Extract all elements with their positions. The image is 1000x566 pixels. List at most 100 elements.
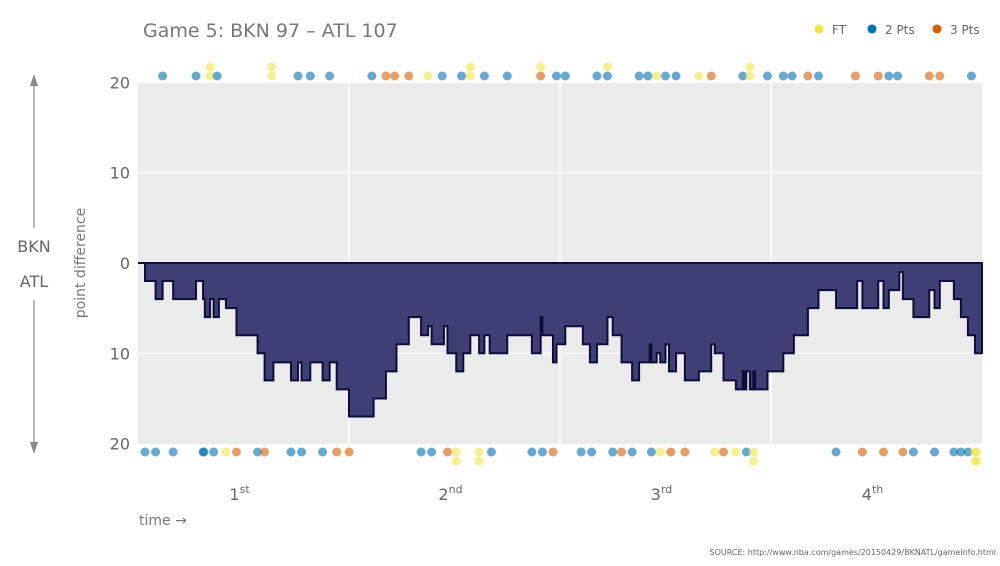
- y-tick-label: 10: [110, 164, 130, 183]
- legend-2pts-label: 2 Pts: [885, 23, 915, 37]
- atl-scoring-dot: [260, 447, 270, 457]
- atl-label: ATL: [20, 272, 48, 291]
- bkn-scoring-dot: [671, 71, 681, 81]
- bkn-scoring-dot: [390, 71, 400, 81]
- legend-ft-label: FT: [832, 23, 847, 37]
- point-difference-area: [138, 262, 983, 418]
- team-direction-indicator: BKN ATL: [17, 74, 51, 454]
- down-arrowhead-icon: [30, 442, 38, 454]
- bkn-scoring-dot: [850, 71, 860, 81]
- atl-scoring-dot: [286, 447, 296, 457]
- bkn-scoring-dot: [465, 71, 475, 81]
- atl-scoring-dot: [608, 447, 618, 457]
- atl-scoring-dot: [199, 447, 209, 457]
- atl-scoring-dot: [427, 447, 437, 457]
- bkn-scoring-dot: [592, 71, 602, 81]
- y-tick-label: 0: [120, 254, 130, 273]
- atl-scoring-dot: [949, 447, 959, 457]
- bkn-scoring-dot: [643, 71, 653, 81]
- atl-scoring-dot: [831, 447, 841, 457]
- bkn-scoring-dot: [873, 71, 883, 81]
- bkn-scoring-dot: [813, 71, 823, 81]
- bkn-scoring-dot: [966, 71, 976, 81]
- x-tick-label: 4th: [862, 483, 884, 504]
- atl-scoring-dot: [451, 456, 461, 466]
- bkn-scoring-dot: [803, 71, 813, 81]
- atl-scoring-dot: [297, 447, 307, 457]
- atl-scoring-dot: [221, 447, 231, 457]
- atl-scoring-dot: [741, 447, 751, 457]
- atl-scoring-dot: [972, 456, 982, 466]
- bkn-scoring-dot: [560, 71, 570, 81]
- atl-scoring-dot: [587, 447, 597, 457]
- bkn-scoring-dot: [465, 62, 475, 72]
- bkn-scoring-dot: [652, 71, 662, 81]
- x-tick-label: 3rd: [651, 483, 673, 504]
- bkn-scoring-dot: [694, 71, 704, 81]
- atl-scoring-dot: [140, 447, 150, 457]
- atl-scoring-dot: [209, 447, 219, 457]
- atl-scoring-dot: [332, 447, 342, 457]
- bkn-scoring-dot: [457, 71, 467, 81]
- atl-scoring-dot: [956, 447, 966, 457]
- atl-scoring-dot: [416, 447, 426, 457]
- legend: FT 2 Pts 3 Pts: [814, 23, 980, 37]
- bkn-label: BKN: [17, 237, 50, 256]
- atl-scoring-dot: [617, 447, 627, 457]
- bkn-scoring-dot: [293, 71, 303, 81]
- bkn-scoring-dot: [423, 71, 433, 81]
- chart-title: Game 5: BKN 97 – ATL 107: [143, 20, 398, 42]
- atl-scoring-dot: [879, 447, 889, 457]
- legend-2pts-marker: [867, 24, 877, 34]
- atl-scoring-dot: [930, 447, 940, 457]
- bkn-scoring-dot: [745, 71, 755, 81]
- atl-scoring-dot: [666, 447, 676, 457]
- atl-scoring-dot: [857, 447, 867, 457]
- atl-scoring-dot: [908, 447, 918, 457]
- legend-ft-marker: [814, 24, 824, 34]
- bkn-scoring-dot: [367, 71, 377, 81]
- bkn-scoring-dot: [158, 71, 168, 81]
- atl-scoring-dot: [748, 447, 758, 457]
- y-tick-label: 10: [110, 344, 130, 363]
- bkn-scoring-dot: [205, 62, 215, 72]
- bkn-scoring-dot: [762, 71, 772, 81]
- atl-scoring-dot: [680, 447, 690, 457]
- atl-scoring-dot: [710, 447, 720, 457]
- atl-scoring-dot: [474, 456, 484, 466]
- x-tick-label: 1st: [229, 483, 250, 504]
- bkn-scoring-dot: [738, 71, 748, 81]
- bkn-scoring-dot: [787, 71, 797, 81]
- atl-scoring-dot: [231, 447, 241, 457]
- bkn-scoring-dot: [404, 71, 414, 81]
- bkn-scoring-dot: [536, 71, 546, 81]
- atl-scoring-dot: [168, 447, 178, 457]
- bkn-scoring-dot: [381, 71, 391, 81]
- legend-3pts-label: 3 Pts: [950, 23, 980, 37]
- bkn-scoring-dot: [924, 71, 934, 81]
- atl-scoring-dot: [318, 447, 328, 457]
- atl-scoring-dot: [442, 447, 452, 457]
- bkn-scoring-dot: [191, 71, 201, 81]
- atl-scoring-dot: [963, 447, 973, 457]
- atl-scoring-dot: [731, 447, 741, 457]
- bkn-scoring-dot: [745, 62, 755, 72]
- y-tick-label: 20: [110, 73, 130, 92]
- atl-scoring-dot: [344, 447, 354, 457]
- legend-3pts-marker: [932, 24, 942, 34]
- scoring-events: [140, 62, 982, 466]
- bkn-scoring-dot: [706, 71, 716, 81]
- atl-scoring-dot: [548, 447, 558, 457]
- x-axis-label: time →: [139, 513, 187, 529]
- y-tick-label: 20: [110, 435, 130, 454]
- bkn-scoring-dot: [479, 71, 489, 81]
- bkn-scoring-dot: [437, 71, 447, 81]
- bkn-scoring-dot: [212, 71, 222, 81]
- axis-ticks: 20 10 0 10 20 1st 2nd 3rd 4th: [110, 73, 884, 504]
- bkn-scoring-dot: [267, 71, 277, 81]
- atl-scoring-dot: [972, 447, 982, 457]
- atl-scoring-dot: [151, 447, 161, 457]
- atl-scoring-dot: [646, 447, 656, 457]
- bkn-scoring-dot: [205, 71, 215, 81]
